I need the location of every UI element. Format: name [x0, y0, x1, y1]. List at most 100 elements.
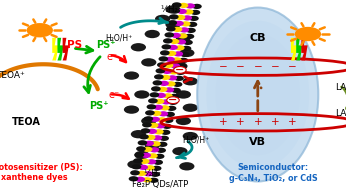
- Text: g-C₃N₄, TiO₂, or CdS: g-C₃N₄, TiO₂, or CdS: [229, 174, 318, 183]
- Circle shape: [172, 147, 188, 155]
- Circle shape: [167, 20, 177, 26]
- Text: PS: PS: [67, 40, 82, 50]
- Circle shape: [27, 23, 53, 37]
- Circle shape: [176, 39, 186, 45]
- Circle shape: [134, 90, 149, 99]
- Text: Photosensitizer (PS):: Photosensitizer (PS):: [0, 163, 82, 172]
- Ellipse shape: [197, 8, 318, 181]
- Text: −: −: [175, 65, 185, 75]
- Circle shape: [183, 104, 198, 112]
- Circle shape: [186, 28, 196, 33]
- Circle shape: [169, 14, 179, 19]
- Circle shape: [127, 160, 143, 169]
- Circle shape: [167, 51, 176, 56]
- Circle shape: [165, 57, 175, 62]
- Text: +: +: [254, 117, 262, 127]
- Circle shape: [140, 159, 149, 164]
- Circle shape: [167, 106, 176, 111]
- Circle shape: [135, 152, 144, 157]
- Circle shape: [141, 117, 156, 125]
- Circle shape: [136, 146, 146, 151]
- Text: e⁻: e⁻: [109, 91, 120, 100]
- Text: Semiconductor:: Semiconductor:: [238, 163, 309, 172]
- Text: ½H₂: ½H₂: [161, 5, 179, 14]
- Polygon shape: [52, 38, 58, 60]
- Text: CB: CB: [249, 33, 266, 43]
- Circle shape: [144, 116, 153, 122]
- Circle shape: [174, 67, 186, 73]
- Circle shape: [171, 8, 180, 14]
- Text: TEOA: TEOA: [11, 117, 40, 127]
- Circle shape: [143, 147, 153, 152]
- Text: +: +: [236, 117, 245, 127]
- Circle shape: [129, 176, 138, 181]
- Circle shape: [145, 110, 155, 115]
- Circle shape: [171, 63, 180, 69]
- Circle shape: [179, 27, 189, 33]
- Text: PS⁺: PS⁺: [89, 101, 108, 111]
- Circle shape: [163, 38, 173, 43]
- Circle shape: [189, 16, 199, 21]
- Circle shape: [159, 81, 169, 86]
- Circle shape: [173, 82, 182, 87]
- Circle shape: [142, 153, 151, 158]
- Circle shape: [176, 70, 185, 75]
- Circle shape: [137, 171, 147, 176]
- Circle shape: [172, 2, 182, 8]
- Circle shape: [149, 123, 158, 128]
- Circle shape: [182, 15, 192, 21]
- Circle shape: [144, 141, 154, 146]
- Circle shape: [170, 39, 179, 44]
- Circle shape: [156, 123, 165, 129]
- Circle shape: [162, 44, 171, 50]
- Circle shape: [138, 140, 147, 146]
- Circle shape: [177, 9, 187, 14]
- Text: TEOA⁺: TEOA⁺: [0, 71, 25, 80]
- Circle shape: [133, 158, 143, 163]
- Circle shape: [134, 151, 149, 159]
- Circle shape: [155, 99, 164, 104]
- Circle shape: [151, 86, 161, 91]
- Text: −: −: [219, 62, 228, 72]
- Circle shape: [152, 166, 162, 171]
- Circle shape: [153, 105, 163, 110]
- Ellipse shape: [215, 34, 300, 155]
- Circle shape: [164, 87, 174, 92]
- Circle shape: [169, 69, 179, 74]
- Circle shape: [124, 71, 139, 80]
- Circle shape: [142, 177, 152, 182]
- Circle shape: [177, 64, 187, 69]
- Circle shape: [172, 62, 188, 70]
- Circle shape: [171, 88, 181, 93]
- Circle shape: [185, 34, 194, 39]
- Circle shape: [173, 51, 183, 57]
- Circle shape: [155, 15, 170, 23]
- Circle shape: [181, 21, 191, 26]
- Circle shape: [154, 129, 164, 135]
- Circle shape: [142, 122, 152, 128]
- Circle shape: [180, 52, 190, 57]
- Circle shape: [145, 165, 155, 170]
- Circle shape: [184, 9, 193, 15]
- Circle shape: [149, 92, 159, 98]
- Polygon shape: [57, 38, 64, 60]
- Circle shape: [172, 57, 182, 63]
- Text: PS⁺: PS⁺: [96, 40, 115, 50]
- Circle shape: [182, 46, 191, 51]
- Text: H₂O/H⁺: H₂O/H⁺: [182, 135, 209, 144]
- Circle shape: [165, 112, 175, 117]
- Circle shape: [174, 76, 184, 81]
- Circle shape: [149, 147, 159, 153]
- Circle shape: [158, 111, 168, 116]
- Text: H₂O/H⁺: H₂O/H⁺: [106, 33, 133, 42]
- Circle shape: [160, 105, 170, 111]
- Circle shape: [179, 58, 188, 63]
- Circle shape: [153, 80, 162, 85]
- Circle shape: [131, 43, 146, 51]
- Circle shape: [167, 97, 179, 104]
- Circle shape: [147, 129, 157, 134]
- Circle shape: [158, 87, 167, 92]
- Circle shape: [148, 98, 158, 104]
- Text: −: −: [236, 62, 245, 72]
- Text: +: +: [219, 117, 227, 127]
